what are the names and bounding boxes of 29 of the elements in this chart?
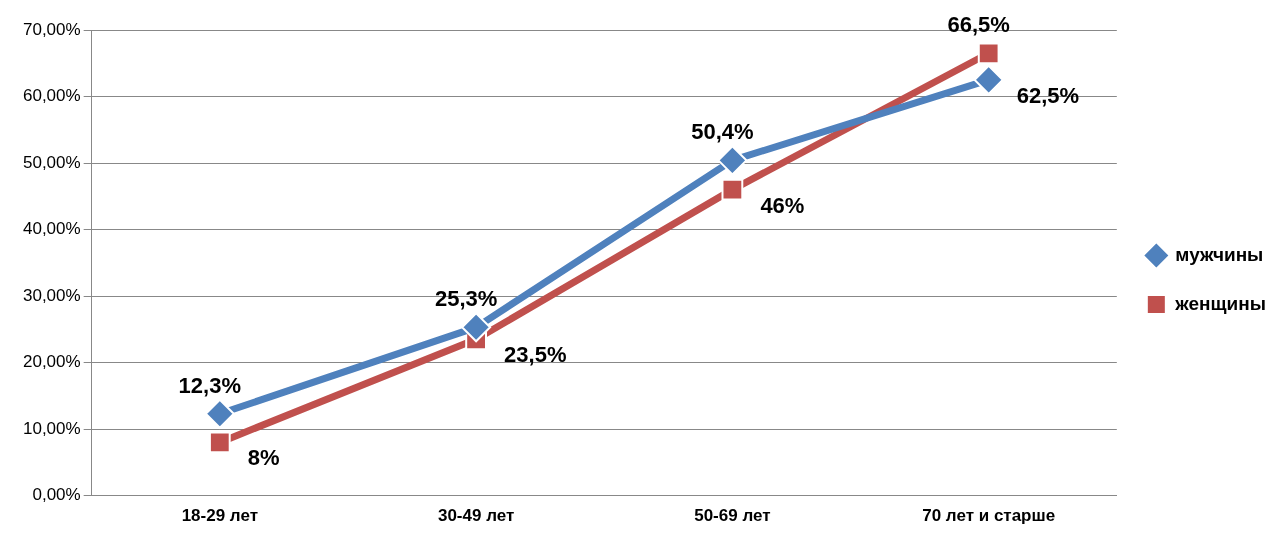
data-label: 8%: [247, 445, 280, 471]
y-tick-label: 40,00%: [22, 219, 81, 239]
y-tick-label: 30,00%: [22, 285, 81, 305]
y-tick-label: 0,00%: [32, 485, 81, 505]
point: [977, 42, 1000, 65]
y-tick-label: 10,00%: [22, 418, 81, 438]
data-label: 62,5%: [1016, 82, 1080, 108]
x-tick-label: 18-29 лет: [181, 506, 258, 526]
x-tick-label: 50-69 лет: [694, 506, 771, 526]
point: [208, 431, 231, 454]
data-label: 23,5%: [504, 342, 567, 368]
x-tick-label: 30-49 лет: [437, 506, 515, 526]
legend-label: мужчины: [1175, 243, 1264, 265]
y-tick-label: 60,00%: [22, 86, 81, 106]
data-label: 25,3%: [434, 286, 498, 312]
point: [204, 398, 235, 429]
point: [461, 312, 492, 343]
y-tick-label: 70,00%: [22, 19, 81, 39]
x-tick-label: 70 лет и старше: [922, 506, 1056, 526]
data-label: 46%: [760, 192, 805, 218]
legend-label: женщины: [1174, 292, 1267, 314]
y-tick-label: 20,00%: [22, 352, 81, 372]
data-label: 66,5%: [947, 12, 1010, 38]
point: [973, 64, 1004, 95]
y-tick-label: 50,00%: [22, 152, 81, 172]
data-label: 12,3%: [178, 372, 241, 398]
point: [717, 145, 748, 176]
data-label: 50,4%: [691, 119, 754, 145]
point: [721, 178, 744, 201]
